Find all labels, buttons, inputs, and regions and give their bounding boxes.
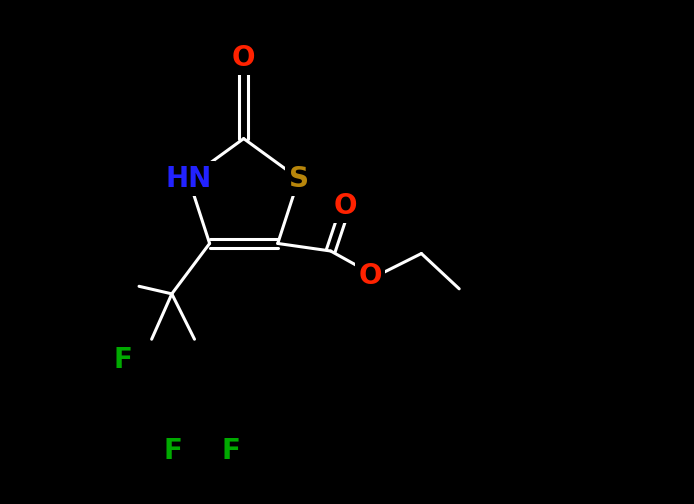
Text: S: S <box>289 165 309 193</box>
Text: O: O <box>232 44 255 72</box>
Text: HN: HN <box>165 165 212 193</box>
Text: F: F <box>113 346 132 374</box>
Text: F: F <box>164 437 183 465</box>
Text: O: O <box>334 192 357 220</box>
Text: F: F <box>221 437 241 465</box>
Text: O: O <box>358 262 382 290</box>
